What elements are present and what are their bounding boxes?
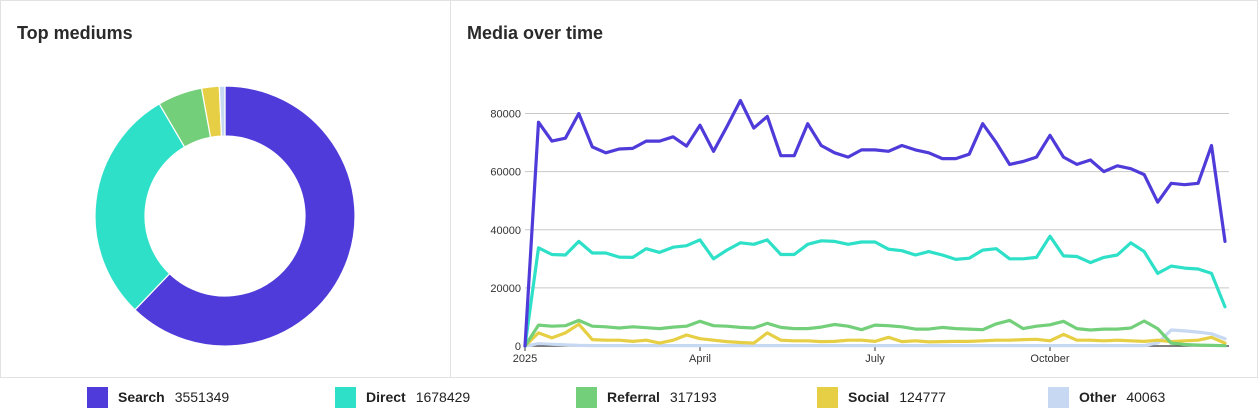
legend-label: Search: [118, 389, 165, 405]
legend-bar: Search 3551349 Direct 1678429 Referral 3…: [0, 377, 1258, 412]
series-line-referral[interactable]: [523, 318, 1227, 348]
top-mediums-panel: Top mediums: [0, 0, 451, 377]
legend-item-referral[interactable]: Referral 317193: [576, 386, 717, 408]
y-tick-label: 80000: [490, 109, 521, 121]
top-mediums-title: Top mediums: [17, 23, 133, 43]
legend-value: 317193: [669, 389, 717, 405]
legend-item-direct[interactable]: Direct 1678429: [335, 386, 471, 408]
media-over-time-panel: Media over time 0 20000 40000 60000 80000 202…: [451, 0, 1258, 377]
legend-swatch-direct: [335, 386, 356, 408]
line-chart: 0 20000 40000 60000 80000 2025 April July Octobe…: [490, 98, 1229, 365]
donut-slice-direct[interactable]: [94, 103, 186, 311]
legend-label: Referral: [607, 389, 660, 405]
series-line-direct[interactable]: [523, 234, 1227, 348]
legend-value: 40063: [1126, 389, 1166, 405]
legend-value: 3551349: [174, 389, 230, 405]
x-tick-label: July: [865, 353, 885, 365]
series-line-social[interactable]: [523, 322, 1227, 348]
legend-swatch-search: [87, 386, 108, 408]
legend-value: 1678429: [415, 389, 471, 405]
donut-slice-search[interactable]: [134, 85, 356, 347]
legend-swatch-referral: [576, 386, 597, 408]
series-line-search[interactable]: [523, 98, 1227, 348]
legend-swatch-other: [1048, 386, 1069, 408]
legend-label: Other: [1079, 389, 1117, 405]
y-tick-label: 60000: [490, 167, 521, 179]
series-line-other[interactable]: [523, 328, 1227, 348]
donut-chart: [94, 85, 356, 347]
y-tick-label: 40000: [490, 225, 521, 237]
legend-label: Direct: [366, 389, 406, 405]
legend-swatch-social: [817, 386, 838, 408]
legend-item-other[interactable]: Other 40063: [1048, 386, 1166, 408]
y-tick-label: 20000: [490, 283, 521, 295]
legend-item-search[interactable]: Search 3551349: [87, 386, 230, 408]
media-over-time-title: Media over time: [467, 23, 604, 43]
x-tick-label: April: [689, 353, 711, 365]
legend-label: Social: [848, 389, 890, 405]
legend-value: 124777: [899, 389, 946, 405]
y-tick-label: 0: [515, 341, 521, 353]
legend-item-social[interactable]: Social 124777: [817, 386, 946, 408]
x-tick-label: 2025: [513, 353, 537, 365]
x-tick-label: October: [1030, 353, 1069, 365]
donut-slice-other[interactable]: [218, 85, 226, 137]
